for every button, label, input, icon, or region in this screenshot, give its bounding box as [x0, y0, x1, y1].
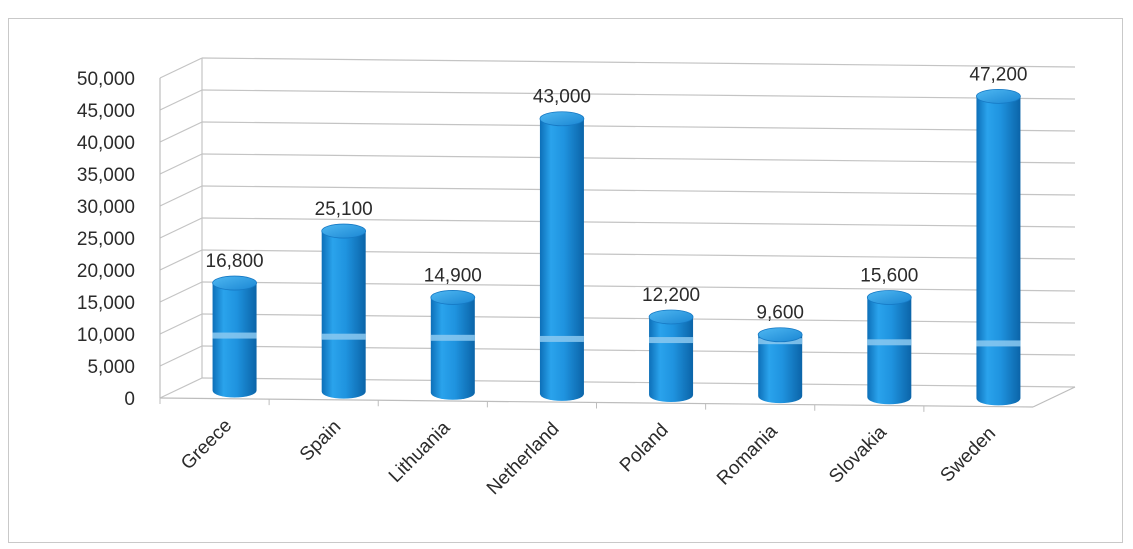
- bar-romania: [757, 327, 803, 404]
- x-tick-label: Sweden: [937, 423, 1000, 486]
- bar-body: [758, 334, 803, 404]
- bar-top: [866, 290, 912, 305]
- bar-top: [430, 290, 476, 305]
- bar-body: [649, 316, 694, 403]
- bar-highlight-band: [539, 335, 584, 342]
- bar-spain: [321, 223, 367, 399]
- data-label: 47,200: [969, 64, 1027, 85]
- bar-highlight-band: [212, 332, 257, 339]
- bar-top: [976, 88, 1021, 104]
- gridline: [201, 89, 1076, 100]
- bar-top: [321, 223, 367, 239]
- bar-body: [430, 297, 475, 400]
- y-tick-label: 45,000: [77, 101, 135, 122]
- bar-highlight-band: [649, 337, 694, 344]
- bar-top: [648, 309, 694, 325]
- x-tick-label: Greece: [177, 415, 236, 474]
- y-tick-label: 5,000: [87, 357, 135, 378]
- bar-highlight-band: [430, 334, 475, 341]
- x-tick-label: Slovakia: [825, 422, 891, 488]
- bar-body: [976, 96, 1021, 406]
- gridline-side: [159, 345, 203, 367]
- bar-body: [212, 283, 257, 398]
- gridline-side: [159, 185, 203, 207]
- gridline: [201, 57, 1076, 68]
- bar-body: [539, 118, 584, 401]
- y-tick-label: 15,000: [77, 293, 135, 314]
- data-label: 9,600: [756, 303, 804, 324]
- bar-top: [539, 111, 585, 127]
- floor-edge: [1032, 386, 1076, 408]
- bar-top: [212, 275, 257, 291]
- bar-body: [867, 297, 912, 405]
- x-tick-label: Romania: [713, 421, 782, 490]
- bar-lithuania: [430, 290, 476, 400]
- bar-netherland: [539, 111, 585, 401]
- bar-highlight-band: [321, 333, 366, 340]
- gridline: [201, 153, 1076, 164]
- y-tick-label: 25,000: [77, 229, 135, 250]
- data-label: 15,600: [860, 265, 918, 286]
- bar-highlight-band: [867, 339, 912, 346]
- bar-top: [757, 327, 803, 343]
- x-tick-label: Spain: [296, 416, 345, 465]
- grid: [159, 57, 1076, 399]
- y-tick-label: 10,000: [77, 325, 135, 346]
- bar-poland: [648, 309, 694, 403]
- gridline-side: [159, 89, 203, 111]
- gridline-side: [159, 281, 203, 303]
- gridline-side: [159, 153, 203, 175]
- gridline: [201, 121, 1076, 132]
- gridline: [201, 185, 1076, 196]
- y-tick-label: 0: [124, 389, 135, 410]
- x-tick-label: Poland: [616, 420, 673, 477]
- bar-greece: [212, 275, 257, 398]
- y-tick-label: 40,000: [77, 133, 135, 154]
- y-tick-label: 20,000: [77, 261, 135, 282]
- gridline-side: [159, 377, 203, 399]
- gridline-side: [159, 313, 203, 335]
- y-tick-label: 30,000: [77, 197, 135, 218]
- bar-highlight-band: [976, 340, 1021, 347]
- data-label: 16,800: [206, 251, 264, 272]
- bar-body: [321, 231, 366, 399]
- gridline-side: [159, 249, 203, 271]
- gridline: [201, 217, 1076, 228]
- data-label: 12,200: [642, 285, 700, 306]
- x-tick-label: Netherland: [483, 419, 564, 500]
- data-label: 43,000: [533, 87, 591, 108]
- gridline-side: [159, 217, 203, 239]
- gridline-side: [159, 121, 203, 143]
- gridline-side: [159, 57, 203, 79]
- y-axis: 0 5,000 10,000 15,000 20,000 25,000 30,000 35,0…: [77, 58, 1076, 412]
- y-tick-label: 50,000: [77, 69, 135, 90]
- data-label: 25,100: [315, 199, 373, 220]
- data-label: 14,900: [424, 265, 482, 286]
- y-tick-label: 35,000: [77, 165, 135, 186]
- bars: [212, 88, 1021, 406]
- x-tick-label: Lithuania: [385, 417, 455, 487]
- bar-slovakia: [866, 290, 912, 405]
- bar-sweden: [976, 88, 1021, 406]
